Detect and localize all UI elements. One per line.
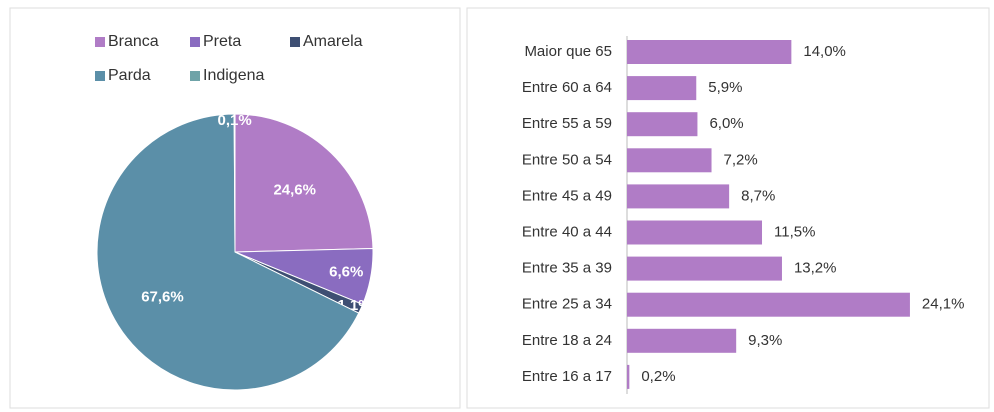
legend-label: Amarela xyxy=(303,33,363,50)
pie-slice xyxy=(234,113,374,253)
legend-swatch xyxy=(190,71,200,81)
value-label: 8,7% xyxy=(741,187,775,204)
bar xyxy=(627,256,782,281)
category-label: Maior que 65 xyxy=(524,43,612,60)
value-label: 7,2% xyxy=(724,151,758,168)
value-label: 11,5% xyxy=(774,223,815,240)
pie-label: 6,6% xyxy=(329,263,363,280)
category-label: Entre 16 a 17 xyxy=(522,368,612,385)
category-label: Entre 18 a 24 xyxy=(522,332,612,349)
legend-label: Branca xyxy=(108,33,159,50)
category-label: Entre 40 a 44 xyxy=(522,223,612,240)
pie-label: 67,6% xyxy=(141,288,184,305)
category-label: Entre 45 a 49 xyxy=(522,187,612,204)
value-label: 6,0% xyxy=(709,115,743,132)
bar xyxy=(627,328,737,353)
pie-label: 0,1% xyxy=(217,112,251,129)
pie-label: 24,6% xyxy=(273,182,316,199)
bar xyxy=(627,292,910,317)
legend-swatch xyxy=(95,37,105,47)
value-label: 14,0% xyxy=(803,43,846,60)
category-label: Entre 60 a 64 xyxy=(522,79,612,96)
category-label: Entre 25 a 34 xyxy=(522,296,612,313)
bar xyxy=(627,184,730,209)
value-label: 13,2% xyxy=(794,260,837,277)
bar xyxy=(627,148,712,173)
legend-swatch xyxy=(95,71,105,81)
category-label: Entre 55 a 59 xyxy=(522,115,612,132)
bar xyxy=(627,220,763,245)
bar xyxy=(627,364,630,389)
value-label: 0,2% xyxy=(641,368,675,385)
bar xyxy=(627,112,698,137)
pie-slice xyxy=(233,113,236,253)
category-label: Entre 35 a 39 xyxy=(522,260,612,277)
category-label: Entre 50 a 54 xyxy=(522,151,612,168)
value-label: 9,3% xyxy=(748,332,782,349)
bar xyxy=(627,40,792,64)
legend-swatch xyxy=(190,37,200,47)
bar xyxy=(627,76,697,101)
legend-label: Preta xyxy=(203,33,241,50)
pie-slice xyxy=(96,113,360,391)
value-label: 5,9% xyxy=(708,79,742,96)
value-label: 24,1% xyxy=(922,296,965,313)
legend-swatch xyxy=(290,37,300,47)
legend-label: Indigena xyxy=(203,67,264,84)
legend-label: Parda xyxy=(108,67,151,84)
